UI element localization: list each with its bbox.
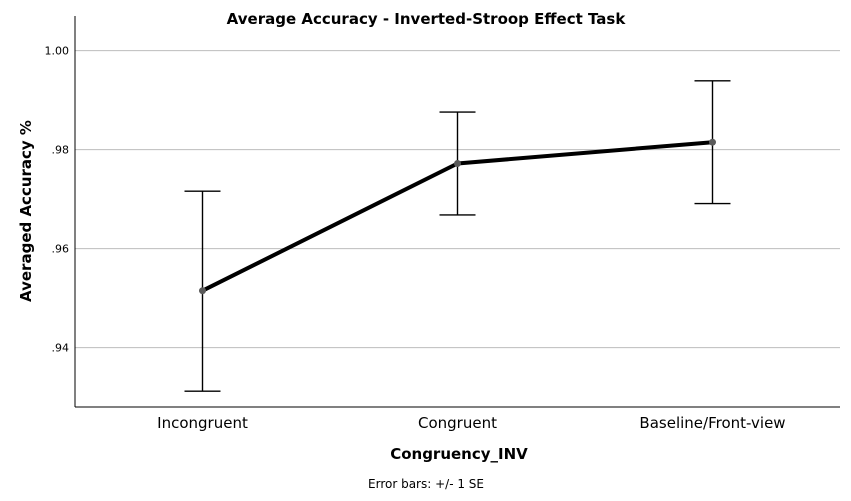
x-tick-label: Baseline/Front-view [639,414,785,432]
x-tick-label: Incongruent [157,414,248,432]
data-series [199,138,716,295]
x-tick-label: Congruent [418,414,497,432]
chart-title: Average Accuracy - Inverted-Stroop Effec… [227,10,627,28]
x-category-labels: Incongruent Congruent Baseline/Front-view [157,414,785,432]
error-bars [184,80,731,392]
x-axis-title: Congruency_INV [390,445,528,463]
y-axis-title: Averaged Accuracy % [17,120,35,302]
data-point [199,287,206,295]
footnote: Error bars: +/- 1 SE [368,477,484,491]
data-point [454,159,461,167]
y-tick-label: .94 [52,342,70,355]
y-tick-label: 1.00 [45,45,70,58]
data-point [709,138,716,146]
y-tick-label: .98 [52,144,70,157]
y-tick-label: .96 [52,243,70,256]
y-tick-labels: .94 .96 .98 1.00 [45,45,70,355]
